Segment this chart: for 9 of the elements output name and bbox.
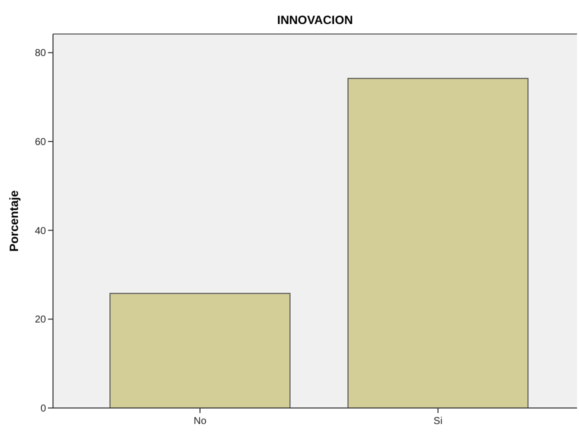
y-tick-label: 60 [34,136,46,148]
y-tick-label: 40 [34,226,46,237]
chart-title: INNOVACION [277,13,353,27]
x-tick-label: Si [434,416,442,427]
y-tick-label: 0 [40,404,46,414]
x-tick-label: No [194,416,207,427]
y-axis-title: Porcentaje [7,190,21,252]
y-tick-label: 80 [34,48,46,60]
y-tick-label: 20 [34,314,46,326]
